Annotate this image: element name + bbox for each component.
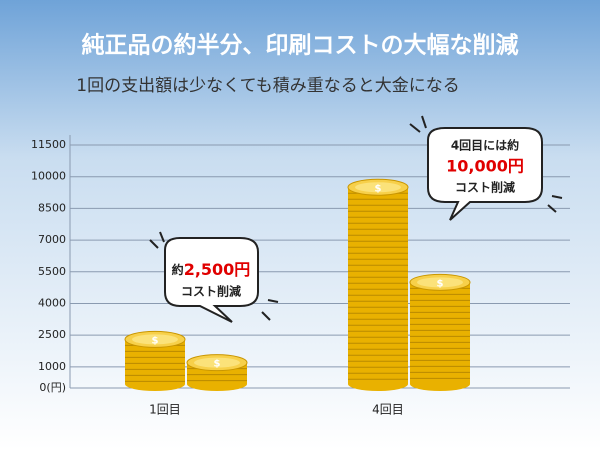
x-tick-label: 1回目	[149, 403, 181, 417]
y-tick-label: 1000	[38, 360, 66, 373]
coin-body	[348, 187, 408, 384]
y-tick-label: 5500	[38, 265, 66, 278]
y-tick-label: 10000	[31, 170, 66, 183]
coin-body	[410, 282, 470, 384]
annotation-suffix: コスト削減	[181, 284, 241, 299]
coin-symbol: $	[375, 183, 382, 194]
coin-stack: $	[186, 354, 248, 391]
y-tick-label: 0(円)	[39, 381, 66, 394]
y-tick-label: 4000	[38, 296, 66, 309]
callout-bubble	[164, 237, 259, 323]
coin-bottom	[348, 377, 408, 391]
coin-stack: $	[409, 273, 471, 391]
annotation-prefix: 約	[172, 262, 184, 277]
coin-symbol: $	[437, 278, 444, 289]
coin-face	[194, 357, 240, 368]
decoration	[149, 115, 563, 321]
callout-bubble	[427, 127, 543, 221]
annotation-prefix: 4回目には約	[451, 138, 519, 153]
coin-symbol: $	[214, 359, 221, 370]
coin-bottom	[187, 377, 247, 391]
y-tick-label: 8500	[38, 201, 66, 214]
chart-subtitle: 1回の支出額は少なくても積み重なると大金になる	[76, 76, 459, 96]
coin-bottom	[410, 377, 470, 391]
coin-face	[132, 334, 178, 345]
annotation-suffix: コスト削減	[455, 180, 515, 195]
plot: 0(円) 1000 2500 4000 5500 7000 8500 10000 11500 $ $…	[31, 135, 570, 417]
annotation: 約2,500円	[172, 260, 251, 279]
chart-title: 純正品の約半分、印刷コストの大幅な削減	[82, 32, 519, 59]
annotation-amount: 10,000円	[446, 157, 524, 176]
x-tick-label: 4回目	[372, 403, 404, 417]
annotation-amount: 2,500円	[184, 260, 251, 279]
coin-symbol: $	[152, 335, 159, 346]
y-tick-label: 7000	[38, 233, 66, 246]
coin-face	[355, 182, 401, 193]
y-tick-label: 11500	[31, 138, 66, 151]
coin-stack: $	[124, 330, 186, 391]
coin-face	[417, 277, 463, 288]
y-tick-label: 2500	[38, 328, 66, 341]
coin-stack: $	[347, 178, 409, 391]
coin-bottom	[125, 377, 185, 391]
